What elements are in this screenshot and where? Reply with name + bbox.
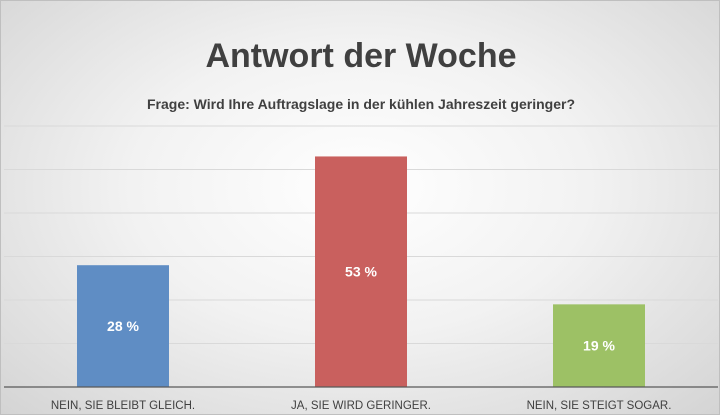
- bar: [77, 265, 169, 387]
- chart-title: Antwort der Woche: [205, 37, 517, 75]
- bar: [315, 156, 407, 387]
- chart-subtitle: Frage: Wird Ihre Auftragslage in der küh…: [146, 96, 575, 112]
- data-label: 28 %: [107, 318, 139, 334]
- data-label: 19 %: [583, 338, 615, 354]
- x-tick-label: NEIN, SIE STEIGT SOGAR.: [527, 400, 672, 412]
- bar: [553, 304, 645, 387]
- data-label: 53 %: [345, 264, 377, 280]
- x-tick-label: NEIN, SIE BLEIBT GLEICH.: [51, 400, 195, 412]
- x-tick-label: JA, SIE WIRD GERINGER.: [291, 400, 431, 412]
